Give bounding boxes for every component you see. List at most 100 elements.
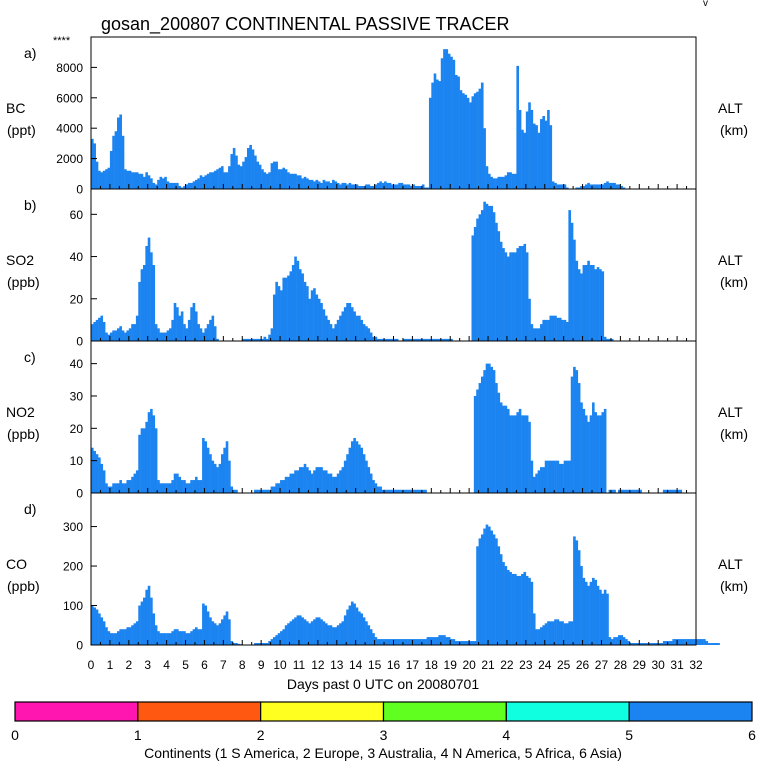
bar xyxy=(381,182,385,189)
panel-so2: 0 20 40 60 b) SO2 (ppb) ALT (km) xyxy=(6,188,748,349)
bar xyxy=(124,169,127,189)
bar xyxy=(209,319,212,341)
bar xyxy=(620,489,623,493)
bar xyxy=(327,181,330,189)
bar xyxy=(261,169,264,189)
bar xyxy=(150,178,153,189)
bar xyxy=(180,631,184,645)
bar xyxy=(398,489,401,493)
bar xyxy=(91,324,94,341)
bar xyxy=(601,184,605,189)
panel-co: 0 100 200 300 d) CO (ppb) ALT (km) xyxy=(6,492,748,653)
bar xyxy=(447,53,451,189)
x-tick-label: 14 xyxy=(349,658,363,672)
bar xyxy=(379,338,382,341)
bar xyxy=(514,573,517,645)
colorbar-segment xyxy=(505,701,630,722)
bar xyxy=(109,332,113,341)
bar xyxy=(462,93,465,189)
bar xyxy=(308,179,312,189)
bar xyxy=(355,315,359,341)
bar xyxy=(492,178,496,189)
bar xyxy=(518,408,522,493)
bar xyxy=(142,428,146,493)
bar xyxy=(551,315,555,341)
bar xyxy=(551,460,555,493)
bar xyxy=(202,332,205,341)
y-tick-label: 300 xyxy=(63,520,83,534)
variable-label: SO2 xyxy=(6,252,34,268)
bar xyxy=(348,182,352,189)
variable-label: NO2 xyxy=(6,404,35,420)
bar xyxy=(419,185,423,189)
bar xyxy=(183,324,186,341)
bar xyxy=(532,476,536,493)
bar xyxy=(421,184,425,189)
bar xyxy=(187,182,191,189)
bar xyxy=(443,49,446,189)
bar xyxy=(705,641,709,645)
bar xyxy=(625,489,628,493)
bar xyxy=(700,639,704,645)
bar xyxy=(251,338,255,341)
bar xyxy=(646,643,649,645)
bar xyxy=(386,182,390,189)
bar xyxy=(355,184,359,189)
bar xyxy=(412,338,416,341)
bar xyxy=(289,271,293,341)
bar xyxy=(525,111,529,189)
bar xyxy=(655,643,659,645)
bar xyxy=(254,155,257,189)
bar xyxy=(95,161,99,189)
bar xyxy=(658,643,661,645)
bar xyxy=(289,621,293,645)
bar xyxy=(117,631,120,645)
bar xyxy=(615,184,619,189)
bar xyxy=(596,415,600,493)
bar xyxy=(391,639,394,645)
bar xyxy=(256,338,260,341)
bar xyxy=(145,246,148,341)
bar xyxy=(343,307,347,341)
bar xyxy=(223,447,226,493)
bar xyxy=(402,338,406,341)
bar xyxy=(483,128,486,189)
bar xyxy=(483,528,486,645)
bar xyxy=(176,629,179,645)
bar xyxy=(105,627,108,645)
bar xyxy=(275,161,278,189)
bar xyxy=(492,370,496,493)
bar xyxy=(561,184,564,189)
bar xyxy=(100,463,104,493)
bar xyxy=(488,526,491,645)
colorbar-segment xyxy=(260,701,385,722)
bar xyxy=(599,589,602,645)
bar xyxy=(469,102,472,189)
bar xyxy=(197,324,200,341)
bar xyxy=(178,315,182,341)
bar xyxy=(426,338,430,341)
bar xyxy=(190,307,193,341)
bar xyxy=(684,639,687,645)
bar xyxy=(308,623,312,645)
bar xyxy=(105,332,108,341)
bar xyxy=(464,641,468,645)
bar xyxy=(168,182,172,189)
bar xyxy=(194,311,198,341)
bar xyxy=(376,338,380,341)
bar xyxy=(632,489,635,493)
bar xyxy=(596,585,600,645)
bar xyxy=(310,621,314,645)
x-tick-label: 12 xyxy=(311,658,325,672)
bar xyxy=(265,338,269,341)
bar xyxy=(100,617,104,645)
bar xyxy=(107,167,111,189)
bar xyxy=(346,454,349,493)
x-tick-label: 6 xyxy=(201,658,208,672)
bar xyxy=(315,467,319,493)
bar xyxy=(287,476,290,493)
bar xyxy=(360,447,364,493)
bar xyxy=(714,643,718,645)
bar xyxy=(577,383,581,493)
bar xyxy=(667,641,671,645)
